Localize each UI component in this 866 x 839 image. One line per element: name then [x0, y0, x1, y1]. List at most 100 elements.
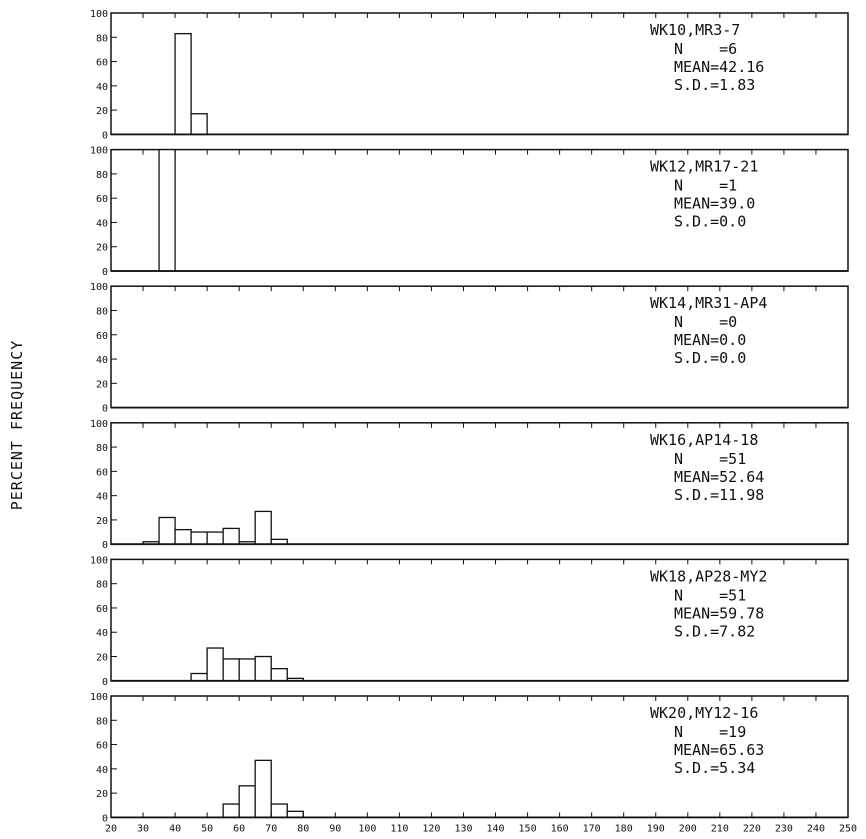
y-tick-label: 20	[96, 516, 108, 527]
y-tick-label: 100	[90, 146, 108, 157]
y-tick-label: 80	[96, 306, 108, 317]
histogram-bar	[190, 113, 208, 136]
panel-stat: S.D.=0.0	[674, 213, 746, 231]
histogram-bar	[174, 32, 192, 136]
histogram-panel: 0 20 40 60 80 100 WK16,AP14-18N =51MEAN=52.64S…	[90, 419, 849, 551]
histogram-bar	[174, 528, 192, 545]
histogram-bar	[222, 803, 240, 819]
panel-title: WK12,MR17-21	[650, 158, 758, 176]
y-tick-label: 40	[96, 765, 108, 776]
x-tick-label: 190	[647, 823, 665, 834]
panel-stat: S.D.=0.0	[674, 349, 746, 367]
panel-stat: S.D.=7.82	[674, 622, 755, 640]
x-tick-label: 120	[422, 823, 440, 834]
x-tick-label: 180	[615, 823, 633, 834]
x-tick-label: 60	[233, 823, 245, 834]
x-tick-label: 80	[297, 823, 309, 834]
histogram-bar	[190, 531, 208, 545]
panel-title: WK10,MR3-7	[650, 21, 740, 39]
panel-stat: N =0	[674, 313, 737, 331]
x-tick-label: 240	[807, 823, 825, 834]
panel-stat: MEAN=0.0	[674, 331, 746, 349]
y-tick-label: 60	[96, 194, 108, 205]
y-tick-label: 20	[96, 653, 108, 664]
panel-stat: N =6	[674, 40, 737, 58]
y-tick-label: 60	[96, 467, 108, 478]
x-tick-label: 110	[390, 823, 408, 834]
panel-stat: S.D.=11.98	[674, 486, 764, 504]
histogram-bar	[190, 672, 208, 682]
y-tick-label: 0	[102, 130, 108, 141]
x-tick-label: 20	[105, 823, 117, 834]
y-tick-label: 80	[96, 580, 108, 591]
x-tick-label: 160	[551, 823, 569, 834]
y-tick-label: 0	[102, 677, 108, 688]
y-tick-label: 60	[96, 331, 108, 342]
y-tick-label: 80	[96, 170, 108, 181]
panel-title: WK16,AP14-18	[650, 431, 758, 449]
histogram-panel: 0 20 40 60 80 100 WK20,MY12-16N =19MEAN=65.63S…	[90, 692, 849, 824]
y-tick-label: 100	[90, 555, 108, 566]
histogram-bar	[254, 655, 272, 682]
histogram-bar	[158, 516, 176, 545]
x-tick-label: 150	[519, 823, 537, 834]
y-tick-label: 20	[96, 379, 108, 390]
histogram-bar	[270, 803, 288, 819]
panel-title: WK18,AP28-MY2	[650, 567, 767, 585]
histogram-bar	[270, 668, 288, 682]
y-tick-label: 40	[96, 628, 108, 639]
panel-stat: N =1	[674, 177, 737, 195]
y-tick-label: 40	[96, 355, 108, 366]
x-tick-label: 250	[839, 823, 857, 834]
panel-stat: MEAN=65.63	[674, 741, 764, 759]
histogram-bar	[286, 810, 304, 819]
x-tick-label: 210	[711, 823, 729, 834]
x-tick-label: 30	[137, 823, 149, 834]
y-tick-label: 0	[102, 813, 108, 824]
histogram-bar	[254, 510, 272, 545]
histogram-bar	[206, 647, 224, 682]
histogram-bar	[222, 527, 240, 545]
histogram-bar	[254, 759, 272, 819]
x-tick-label: 130	[454, 823, 472, 834]
x-axis: 20 30 40 50 60 70 80 90 100 110 120 130 140 150 160 170…	[105, 812, 857, 834]
y-tick-label: 80	[96, 716, 108, 727]
x-tick-label: 50	[201, 823, 213, 834]
y-tick-label: 60	[96, 741, 108, 752]
x-tick-label: 220	[743, 823, 761, 834]
y-tick-label: 80	[96, 33, 108, 44]
histogram-bar	[158, 148, 176, 272]
panel-stat: N =51	[674, 586, 746, 604]
panel-stat: S.D.=5.34	[674, 759, 755, 777]
panel-stat: MEAN=59.78	[674, 604, 764, 622]
x-tick-label: 230	[775, 823, 793, 834]
x-tick-label: 140	[486, 823, 504, 834]
y-tick-label: 100	[90, 282, 108, 293]
histogram-bar	[238, 785, 256, 819]
histogram-bar	[222, 658, 240, 682]
histogram-panel: 0 20 40 60 80 100 WK12,MR17-21N =1MEAN=39.0S.D…	[90, 146, 849, 278]
panel-stat: MEAN=39.0	[674, 195, 755, 213]
panel-title: WK20,MY12-16	[650, 704, 758, 722]
y-tick-label: 100	[90, 419, 108, 430]
y-tick-label: 20	[96, 243, 108, 254]
x-tick-label: 70	[265, 823, 277, 834]
panel-stat: N =19	[674, 723, 746, 741]
histogram-bar	[238, 658, 256, 682]
y-tick-label: 60	[96, 58, 108, 69]
y-tick-label: 20	[96, 106, 108, 117]
y-tick-label: 20	[96, 789, 108, 800]
y-axis-label: PERCENT FREQUENCY	[8, 340, 26, 511]
panel-stat: MEAN=52.64	[674, 468, 764, 486]
x-tick-label: 100	[358, 823, 376, 834]
panel-stat: S.D.=1.83	[674, 76, 755, 94]
y-tick-label: 0	[102, 404, 108, 415]
y-tick-label: 80	[96, 443, 108, 454]
y-tick-label: 100	[90, 9, 108, 20]
panel-stat: MEAN=42.16	[674, 58, 764, 76]
histogram-panel: 0 20 40 60 80 100 WK10,MR3-7N =6MEAN=42.16S.D.…	[90, 9, 849, 141]
x-tick-label: 200	[679, 823, 697, 834]
y-tick-label: 100	[90, 692, 108, 703]
